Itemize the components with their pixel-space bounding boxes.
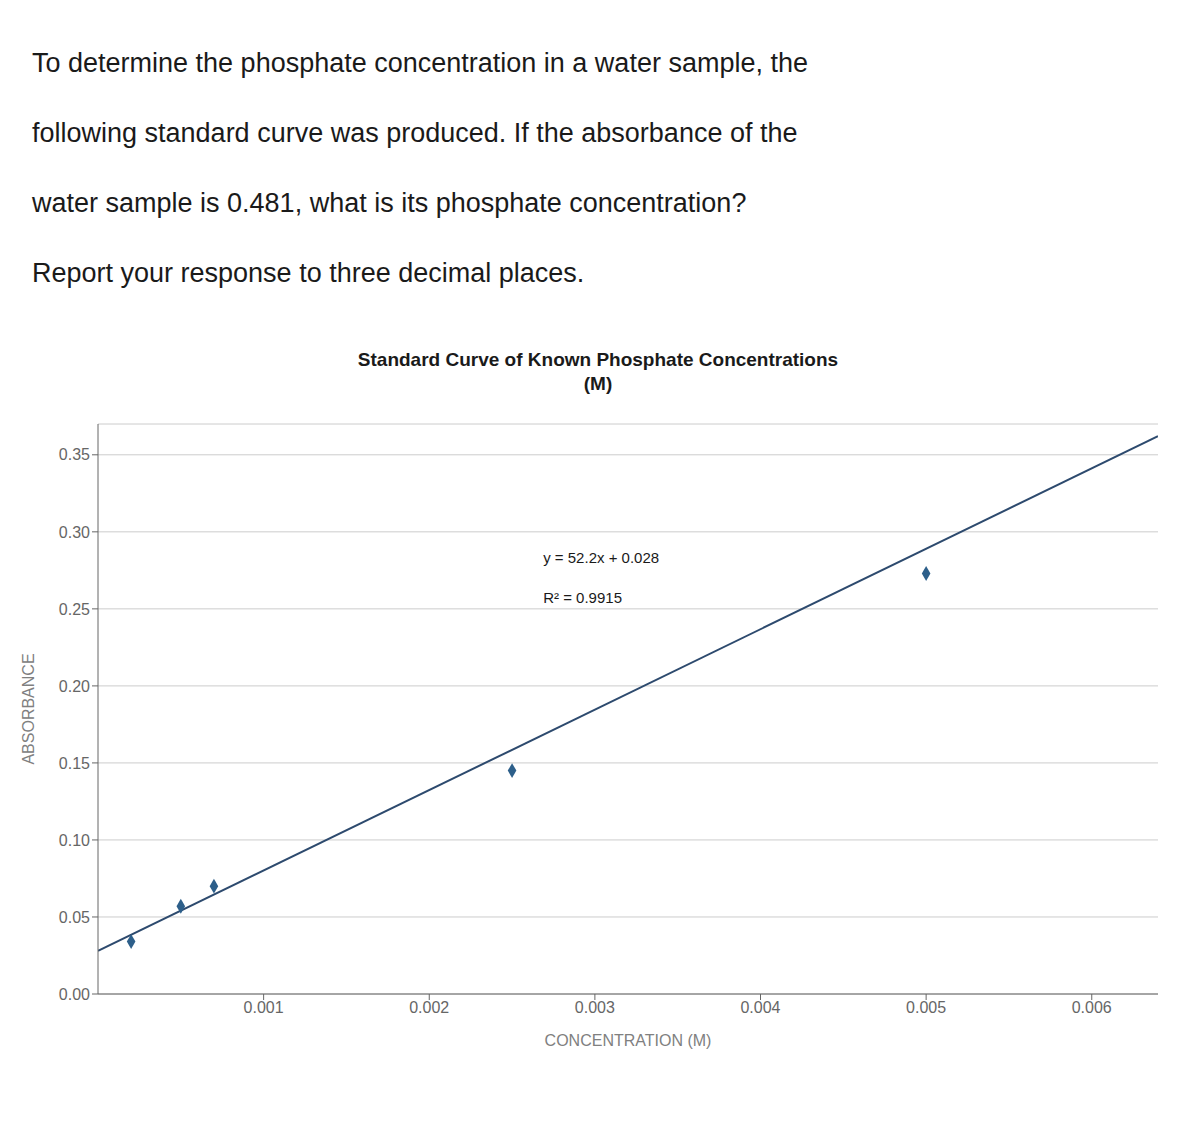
svg-text:ABSORBANCE: ABSORBANCE bbox=[20, 653, 37, 764]
html-text:water sample is 0.481, what is: water sample is 0.481, what is its phosp… bbox=[32, 188, 747, 218]
svg-text:0.002: 0.002 bbox=[409, 999, 449, 1016]
svg-text:0.001: 0.001 bbox=[244, 999, 284, 1016]
svg-text:0.25: 0.25 bbox=[59, 601, 90, 618]
svg-text:0.10: 0.10 bbox=[59, 832, 90, 849]
svg-text:0.004: 0.004 bbox=[740, 999, 780, 1016]
svg-text:0.05: 0.05 bbox=[59, 909, 90, 926]
html-text:Report your response to three: Report your response to three decimal pl… bbox=[32, 258, 585, 288]
html-text:y = 52.2x + 0.028: y = 52.2x + 0.028 bbox=[543, 549, 660, 566]
html-text:To determine the phosphate con: To determine the phosphate concentration… bbox=[32, 48, 808, 78]
svg-text:0.35: 0.35 bbox=[59, 446, 90, 463]
svg-text:0.006: 0.006 bbox=[1072, 999, 1112, 1016]
svg-text:0.005: 0.005 bbox=[906, 999, 946, 1016]
html-text:(M): (M) bbox=[583, 373, 613, 394]
html-text:Standard Curve of Known Phosph: Standard Curve of Known Phosphate Concen… bbox=[357, 349, 839, 370]
svg-text:0.003: 0.003 bbox=[575, 999, 615, 1016]
html-text:R² = 0.9915: R² = 0.9915 bbox=[543, 589, 622, 606]
svg-text:0.30: 0.30 bbox=[59, 524, 90, 541]
svg-text:CONCENTRATION (M): CONCENTRATION (M) bbox=[545, 1032, 712, 1049]
svg-text:0.15: 0.15 bbox=[59, 755, 90, 772]
svg-text:0.20: 0.20 bbox=[59, 678, 90, 695]
html-text:following standard curve was p: following standard curve was produced. I… bbox=[32, 118, 798, 148]
svg-text:0.00: 0.00 bbox=[59, 986, 90, 1003]
